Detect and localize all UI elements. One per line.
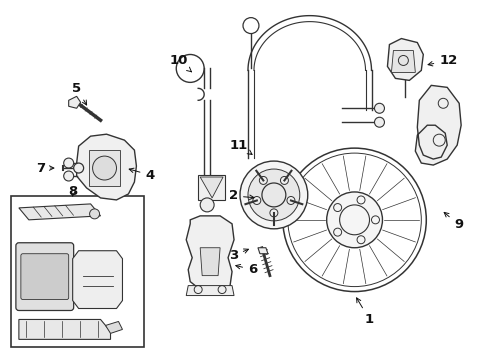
Bar [11, 196, 144, 347]
Polygon shape [105, 321, 122, 333]
Circle shape [374, 103, 384, 113]
Circle shape [280, 176, 288, 184]
Polygon shape [200, 177, 223, 198]
Polygon shape [258, 248, 267, 254]
Circle shape [74, 163, 83, 173]
Circle shape [286, 197, 294, 204]
Polygon shape [68, 96, 81, 108]
Circle shape [269, 209, 277, 217]
Text: 8: 8 [68, 185, 77, 198]
Polygon shape [73, 251, 122, 309]
Text: 4: 4 [129, 168, 154, 181]
Circle shape [240, 161, 307, 229]
Polygon shape [19, 204, 101, 220]
Circle shape [89, 209, 100, 219]
Text: 11: 11 [229, 139, 251, 154]
Text: 7: 7 [36, 162, 54, 175]
FancyBboxPatch shape [16, 243, 74, 310]
Circle shape [200, 198, 214, 212]
Circle shape [326, 192, 382, 248]
Circle shape [63, 171, 74, 181]
Polygon shape [414, 85, 460, 165]
Text: 5: 5 [72, 82, 86, 105]
Text: 9: 9 [443, 212, 462, 231]
Circle shape [259, 176, 267, 184]
Polygon shape [390, 50, 414, 72]
Circle shape [92, 156, 116, 180]
Text: 10: 10 [169, 54, 191, 72]
Polygon shape [186, 285, 234, 296]
Circle shape [63, 158, 74, 168]
Circle shape [374, 117, 384, 127]
FancyBboxPatch shape [21, 254, 68, 300]
Circle shape [247, 169, 299, 221]
Text: 12: 12 [427, 54, 457, 67]
Text: 1: 1 [356, 298, 373, 326]
Text: 6: 6 [235, 263, 257, 276]
Polygon shape [386, 39, 423, 80]
Polygon shape [186, 216, 234, 292]
Polygon shape [19, 319, 110, 339]
Text: 2: 2 [228, 189, 254, 202]
Polygon shape [88, 150, 120, 186]
Text: 3: 3 [228, 249, 248, 262]
Polygon shape [77, 134, 136, 200]
Polygon shape [198, 175, 224, 200]
Circle shape [252, 197, 260, 204]
Polygon shape [200, 248, 220, 276]
